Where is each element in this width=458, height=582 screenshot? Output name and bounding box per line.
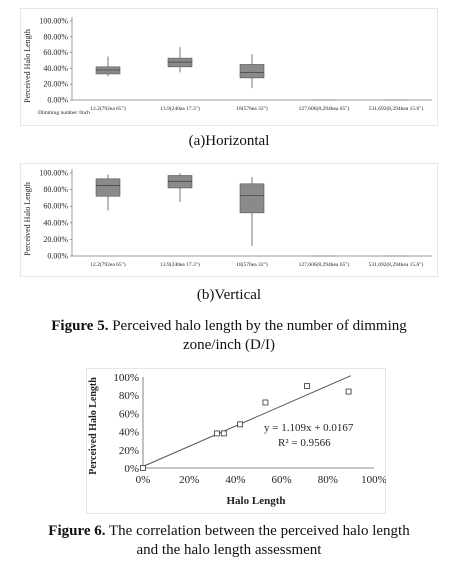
x-tick-label: 20% xyxy=(179,474,199,486)
box-body xyxy=(239,64,265,79)
y-tick-label: 40.00% xyxy=(43,218,68,227)
scatter-point xyxy=(304,383,310,389)
scatter-point xyxy=(214,430,220,437)
y-tick-label: 80% xyxy=(119,390,139,402)
scatter-point xyxy=(345,388,352,395)
x-category-label: 18(576ea 32") xyxy=(236,261,268,268)
y-tick-label: 80.00% xyxy=(43,32,68,41)
y-tick-label: 20% xyxy=(119,445,139,457)
x-axis-label: Halo Length xyxy=(227,495,286,507)
x-category-label: 531,692(8,294kea 15.6") xyxy=(369,261,424,268)
scatter-point xyxy=(262,399,269,406)
trendline-equation: y = 1.109x + 0.0167 xyxy=(264,422,354,434)
x-tick-label: 100% xyxy=(361,474,386,486)
y-tick-label: 100.00% xyxy=(39,17,68,26)
x-category-label: 127,606(8,294kea 65") xyxy=(299,105,350,112)
box-body xyxy=(167,175,193,189)
y-axis-label: Perceived Halo Length xyxy=(88,377,99,475)
y-tick-label: 40.00% xyxy=(43,64,68,73)
x-category-label: 12.2(792ea 65") xyxy=(90,105,126,112)
x-category-label: 531,692(8,294kea 15.6") xyxy=(369,105,424,112)
figure-6-caption: Figure 6. The correlation between the pe… xyxy=(0,522,458,560)
y-tick-label: 40% xyxy=(119,427,139,439)
box-body xyxy=(239,183,265,214)
box-plot-horizontal: Perceived Halo Length 100.00% 80.00% 60.00… xyxy=(20,8,438,126)
y-tick-label: 100% xyxy=(113,372,139,384)
x-category-label: 13.9(240ea 17.3") xyxy=(160,105,200,112)
x-tick-label: 40% xyxy=(225,474,245,486)
y-axis-label: Perceived Halo Length xyxy=(23,182,32,256)
subcaption-horizontal: (a)Horizontal xyxy=(188,133,270,149)
x-tick-label: 80% xyxy=(318,474,338,486)
y-tick-label: 20.00% xyxy=(43,80,68,89)
figure-5-caption-line1: Perceived halo length by the number of d… xyxy=(112,318,407,334)
y-tick-label: 60.00% xyxy=(43,48,68,57)
x-tick-label: 60% xyxy=(272,474,292,486)
y-tick-label: 100.00% xyxy=(39,169,68,178)
box-body xyxy=(95,178,121,197)
r-squared-value: R² = 0.9566 xyxy=(278,437,331,449)
x-axis-label: Dimming number /Inch xyxy=(38,110,90,116)
scatter-plot-correlation: Perceived Halo Length 100% 80% 60% 40% 20% 0%… xyxy=(86,368,386,514)
y-axis-label: Perceived Halo Length xyxy=(23,29,32,103)
figure-5-caption-line2: zone/inch (D/I) xyxy=(182,337,276,353)
scatter-point xyxy=(237,421,243,428)
subcaption-vertical: (b)Vertical xyxy=(196,287,262,303)
figure-6-label: Figure 6. xyxy=(48,523,106,539)
box-plot-vertical: Perceived Halo Length 100.00% 80.00% 60.00… xyxy=(20,163,438,277)
y-tick-label: 0.00% xyxy=(47,96,68,105)
figure-6-caption-line2: and the halo length assessment xyxy=(136,542,322,558)
x-tick-label: 0% xyxy=(136,474,151,486)
y-tick-label: 0.00% xyxy=(47,252,68,261)
y-tick-label: 80.00% xyxy=(43,185,68,194)
scatter-point xyxy=(220,430,227,437)
figure-5-label: Figure 5. xyxy=(51,318,109,334)
y-tick-label: 60% xyxy=(119,408,139,420)
x-category-label: 12.2(792ea 65") xyxy=(90,261,126,268)
y-tick-label: 60.00% xyxy=(43,202,68,211)
y-tick-label: 20.00% xyxy=(43,235,68,244)
figure-6-caption-line1: The correlation between the perceived ha… xyxy=(109,523,410,539)
figure-5-caption: Figure 5. Perceived halo length by the n… xyxy=(0,317,458,355)
x-category-label: 127,606(8,294kea 65") xyxy=(299,261,350,268)
x-category-label: 13.9(240ea 17.3") xyxy=(160,261,200,268)
y-tick-label: 0% xyxy=(124,463,139,475)
trend-line xyxy=(142,375,352,467)
scatter-point xyxy=(140,465,146,471)
x-category-label: 18(576ea 32") xyxy=(236,105,268,112)
